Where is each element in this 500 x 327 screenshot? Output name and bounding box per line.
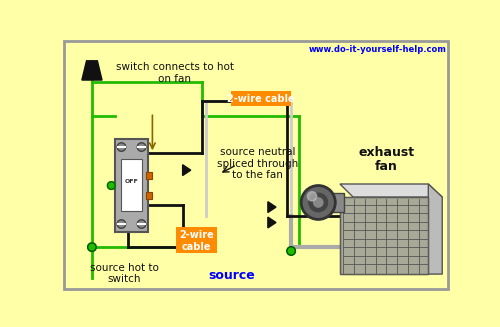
Circle shape — [138, 220, 146, 228]
Text: 2-wire cable: 2-wire cable — [227, 94, 294, 104]
Text: source hot to
switch: source hot to switch — [90, 263, 159, 284]
Polygon shape — [340, 197, 428, 274]
Text: source neutral
spliced through
to the fan: source neutral spliced through to the fa… — [217, 147, 298, 180]
Circle shape — [308, 192, 316, 201]
Polygon shape — [82, 61, 102, 80]
FancyBboxPatch shape — [230, 91, 291, 106]
Text: 2-wire
cable: 2-wire cable — [179, 230, 214, 252]
Text: OFF: OFF — [124, 179, 138, 184]
FancyBboxPatch shape — [340, 197, 428, 274]
Circle shape — [309, 193, 328, 212]
Circle shape — [314, 198, 323, 207]
Polygon shape — [268, 217, 276, 228]
Circle shape — [117, 143, 126, 151]
Text: exhaust
fan: exhaust fan — [358, 146, 414, 174]
Text: source: source — [208, 269, 255, 282]
Text: switch connects to hot
on fan: switch connects to hot on fan — [116, 62, 234, 84]
Circle shape — [88, 243, 96, 251]
FancyBboxPatch shape — [146, 192, 152, 199]
FancyBboxPatch shape — [64, 41, 448, 289]
Circle shape — [108, 182, 115, 189]
Circle shape — [117, 220, 126, 228]
FancyBboxPatch shape — [322, 193, 344, 213]
Polygon shape — [268, 202, 276, 213]
FancyBboxPatch shape — [146, 172, 152, 180]
Polygon shape — [340, 184, 442, 197]
Text: www.do-it-yourself-help.com: www.do-it-yourself-help.com — [309, 45, 447, 54]
FancyBboxPatch shape — [115, 139, 148, 232]
Polygon shape — [182, 165, 191, 176]
Circle shape — [287, 247, 296, 255]
Circle shape — [138, 143, 146, 151]
Circle shape — [301, 185, 336, 219]
FancyBboxPatch shape — [176, 227, 216, 253]
FancyBboxPatch shape — [122, 159, 142, 211]
Polygon shape — [428, 184, 442, 274]
